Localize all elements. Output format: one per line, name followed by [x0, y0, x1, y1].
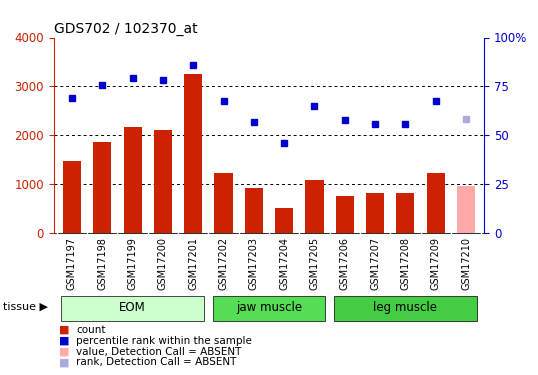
Text: ■: ■	[59, 346, 70, 357]
Text: jaw muscle: jaw muscle	[236, 302, 302, 314]
Bar	[397, 192, 414, 232]
Bar	[124, 127, 141, 232]
Text: leg muscle: leg muscle	[373, 302, 437, 314]
Bar	[215, 173, 232, 232]
Text: GSM17202: GSM17202	[218, 237, 229, 290]
Bar	[245, 188, 263, 232]
Bar	[93, 142, 111, 232]
Text: GSM17207: GSM17207	[370, 237, 380, 290]
Text: ■: ■	[59, 325, 70, 335]
Text: value, Detection Call = ABSENT: value, Detection Call = ABSENT	[76, 346, 242, 357]
Text: count: count	[76, 325, 106, 335]
Bar	[184, 74, 202, 232]
Text: GSM17206: GSM17206	[340, 237, 350, 290]
Bar	[334, 296, 477, 321]
Text: GSM17209: GSM17209	[431, 237, 441, 290]
Text: ■: ■	[59, 357, 70, 368]
Text: GSM17203: GSM17203	[249, 237, 259, 290]
Bar	[275, 208, 293, 232]
Text: GSM17204: GSM17204	[279, 237, 289, 290]
Text: GSM17198: GSM17198	[97, 237, 107, 290]
Bar	[61, 296, 204, 321]
Bar	[457, 186, 475, 232]
Text: ■: ■	[59, 336, 70, 346]
Bar	[427, 172, 445, 232]
Text: GSM17205: GSM17205	[309, 237, 320, 290]
Bar	[154, 130, 172, 232]
Text: tissue ▶: tissue ▶	[3, 302, 48, 312]
Bar	[366, 192, 384, 232]
Text: GSM17199: GSM17199	[128, 237, 138, 290]
Bar	[63, 161, 81, 232]
Text: GDS702 / 102370_at: GDS702 / 102370_at	[54, 22, 197, 36]
Text: GSM17201: GSM17201	[188, 237, 198, 290]
Bar	[213, 296, 325, 321]
Text: GSM17210: GSM17210	[461, 237, 471, 290]
Text: rank, Detection Call = ABSENT: rank, Detection Call = ABSENT	[76, 357, 237, 368]
Text: GSM17200: GSM17200	[158, 237, 168, 290]
Text: percentile rank within the sample: percentile rank within the sample	[76, 336, 252, 346]
Text: EOM: EOM	[119, 302, 146, 314]
Bar	[306, 180, 323, 232]
Bar	[336, 196, 354, 232]
Text: GSM17208: GSM17208	[400, 237, 410, 290]
Text: GSM17197: GSM17197	[67, 237, 77, 290]
